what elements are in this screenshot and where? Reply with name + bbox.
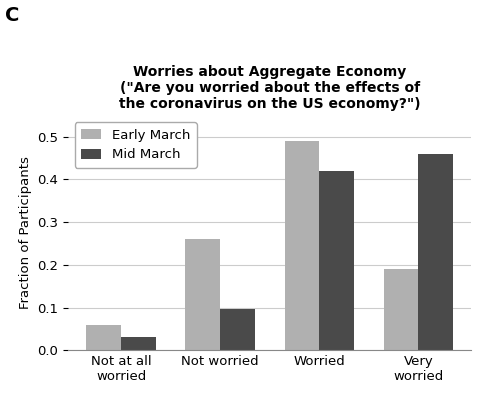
- Bar: [384, 269, 418, 350]
- Bar: [121, 337, 156, 350]
- Y-axis label: Fraction of Participants: Fraction of Participants: [19, 156, 32, 309]
- Bar: [319, 171, 354, 350]
- Bar: [220, 309, 255, 350]
- Bar: [285, 141, 319, 350]
- Title: Worries about Aggregate Economy
("Are you worried about the effects of
the coron: Worries about Aggregate Economy ("Are yo…: [119, 65, 420, 111]
- Bar: [87, 325, 121, 350]
- Text: C: C: [5, 6, 19, 25]
- Bar: [186, 239, 220, 350]
- Legend: Early March, Mid March: Early March, Mid March: [75, 122, 196, 168]
- Bar: [418, 154, 453, 350]
